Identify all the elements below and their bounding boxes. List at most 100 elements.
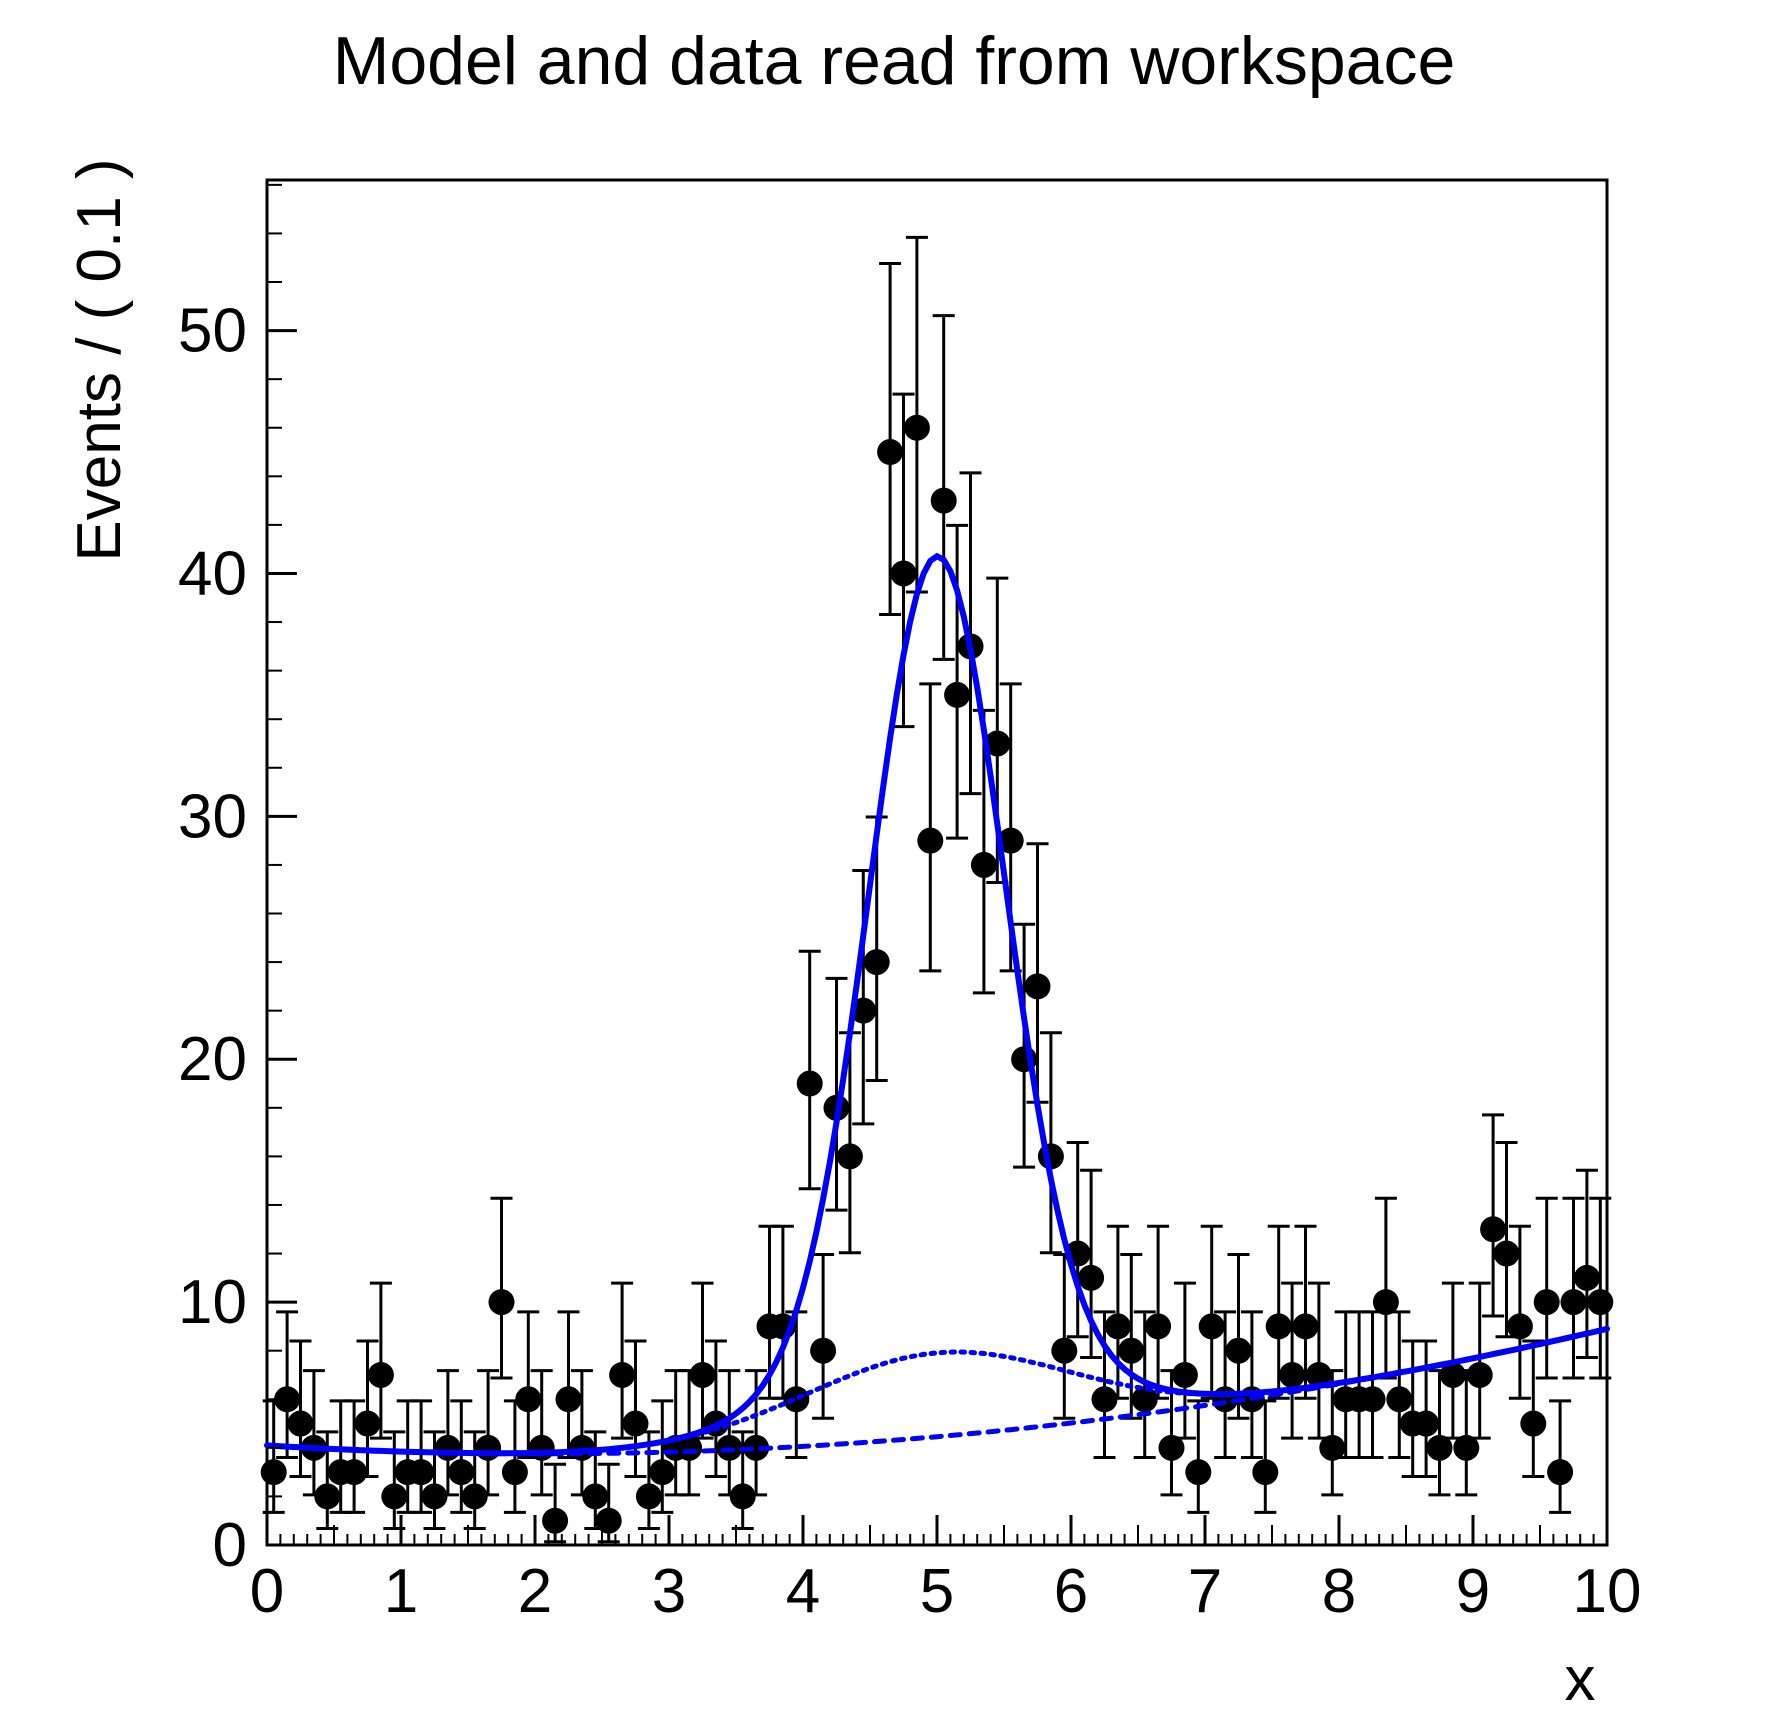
data-point [582,1483,609,1510]
tick-labels-layer: 0 1 2 3 4 5 6 7 8 9 10 0 10 20 30 40 50 [178,297,1641,1626]
data-point [1145,1313,1172,1340]
data-point [1225,1337,1252,1364]
data-point [314,1483,341,1510]
y-axis-title: Events / ( 0.1 ) [65,158,134,561]
data-point [609,1361,636,1388]
data-point [944,681,971,708]
curves-layer [264,552,1610,1457]
data-point [649,1459,676,1486]
data-point [877,439,904,466]
data-point [1560,1289,1587,1316]
data-point [542,1507,569,1534]
x-axis-title: x [1565,1645,1596,1714]
data-point [1533,1289,1560,1316]
data-point [421,1483,448,1510]
data-point [341,1459,368,1486]
data-point [970,851,997,878]
x-tick-label: 10 [1573,1557,1642,1626]
x-tick-label: 0 [250,1557,284,1626]
data-point [1171,1361,1198,1388]
data-point [676,1434,703,1461]
data-point [890,560,917,587]
y-tick-label: 20 [178,1025,247,1094]
data-point [1305,1361,1332,1388]
data-point [1573,1264,1600,1291]
x-tick-label: 2 [518,1557,552,1626]
data-point [796,1070,823,1097]
data-point [930,487,957,514]
data-point [622,1410,649,1437]
data-point [1319,1434,1346,1461]
data-point [1413,1410,1440,1437]
data-point [488,1289,515,1316]
data-point [1547,1459,1574,1486]
data-point [863,949,890,976]
data-point [501,1459,528,1486]
data-point [461,1483,488,1510]
data-point [1466,1361,1493,1388]
data-point [434,1434,461,1461]
data-point [1480,1216,1507,1243]
data-point [1279,1361,1306,1388]
data-point [1252,1459,1279,1486]
data-point [635,1483,662,1510]
data-point [836,1143,863,1170]
data-point [367,1361,394,1388]
data-point [1359,1386,1386,1413]
data-point [408,1459,435,1486]
model-curve [264,552,1610,1457]
data-point [903,414,930,441]
x-tick-label: 9 [1456,1557,1490,1626]
data-point [1051,1337,1078,1364]
data-point [1506,1313,1533,1340]
ticks-layer [265,183,1609,1547]
data-point [984,730,1011,757]
data-point [1091,1386,1118,1413]
y-tick-label: 50 [178,297,247,366]
data-points-layer [260,414,1614,1534]
y-tick-label: 30 [178,782,247,851]
data-point [260,1459,287,1486]
data-point [274,1386,301,1413]
data-point [287,1410,314,1437]
y-tick-label: 40 [178,539,247,608]
data-point [1265,1313,1292,1340]
x-tick-label: 8 [1322,1557,1356,1626]
data-point [475,1434,502,1461]
data-point [555,1386,582,1413]
x-tick-label: 7 [1188,1557,1222,1626]
data-point [1386,1386,1413,1413]
data-point [1493,1240,1520,1267]
data-point [1185,1459,1212,1486]
data-point [810,1337,837,1364]
data-point [1131,1386,1158,1413]
data-point [1078,1264,1105,1291]
data-point [743,1434,770,1461]
data-point [354,1410,381,1437]
data-point [917,827,944,854]
data-point [515,1386,542,1413]
chart-title: Model and data read from workspace [333,23,1456,99]
data-point [1587,1289,1614,1316]
data-point [729,1483,756,1510]
data-point [1104,1313,1131,1340]
data-point [1158,1434,1185,1461]
x-tick-label: 6 [1054,1557,1088,1626]
error-bars-layer [262,235,1612,1544]
data-point [381,1483,408,1510]
data-point [528,1434,555,1461]
data-point [1372,1289,1399,1316]
y-tick-label: 0 [213,1511,247,1580]
data-point [1024,973,1051,1000]
data-point [689,1361,716,1388]
x-tick-label: 1 [384,1557,418,1626]
data-point [448,1459,475,1486]
y-tick-label: 10 [178,1268,247,1337]
data-point [1292,1313,1319,1340]
data-point [1198,1313,1225,1340]
data-point [1439,1361,1466,1388]
data-point [595,1507,622,1534]
data-point [997,827,1024,854]
